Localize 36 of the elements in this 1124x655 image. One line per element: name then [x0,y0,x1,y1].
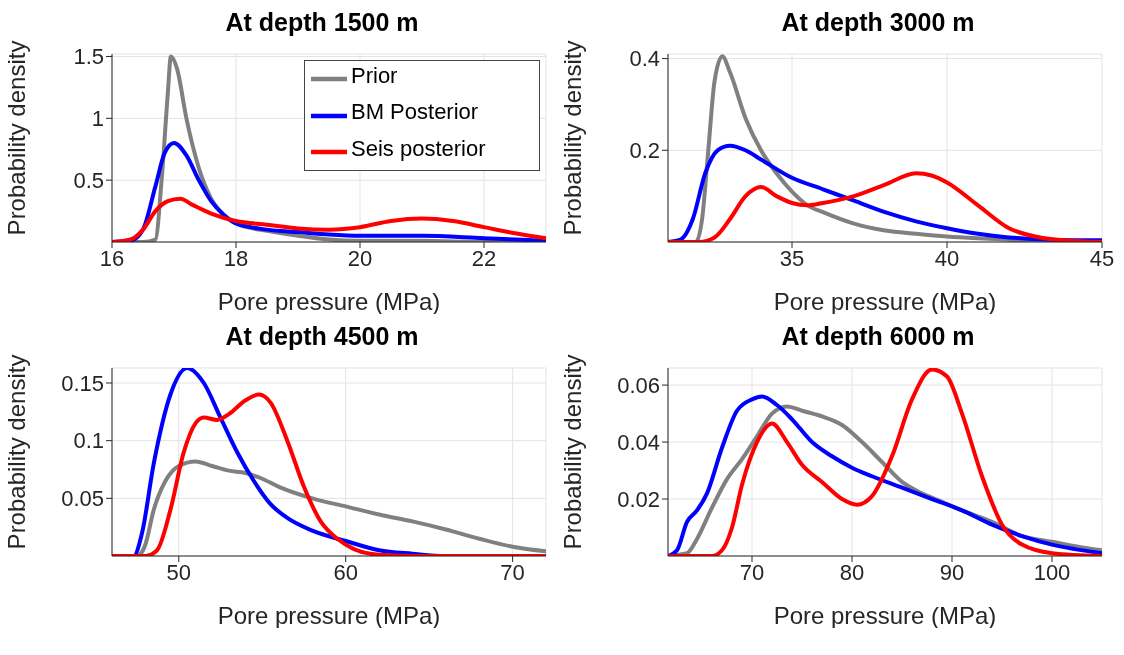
y-tick-label: 0.06 [617,372,660,398]
chart-title: At depth 6000 m [780,322,976,352]
y-tick-label: 1.5 [73,44,104,70]
x-tick-label: 100 [1033,559,1071,585]
x-tick-label: 70 [739,559,765,585]
x-tick-label: 60 [333,559,358,585]
x-tick-label: 50 [166,559,192,585]
legend-label: Seis posterior [351,135,486,161]
x-tick-label: 18 [223,245,249,271]
legend-label: Prior [351,63,398,88]
x-tick-label: 35 [779,245,805,271]
x-tick-label: 22 [471,245,497,271]
legend-label: BM Posterior [351,99,479,125]
x-tick-label: 20 [347,245,373,271]
x-tick-label: 70 [500,559,525,585]
y-tick-label: 0.04 [617,429,660,455]
y-axis-title: Probability density [2,40,30,236]
x-tick-label: 90 [939,559,965,585]
y-tick-label: 0.4 [629,46,660,72]
y-tick-label: 0.02 [617,486,660,512]
y-tick-label: 0.05 [61,486,104,512]
x-tick-label: 45 [1089,245,1115,271]
y-tick-label: 0.2 [629,138,660,164]
chart-title: At depth 3000 m [780,8,976,38]
y-axis-title: Probability density [558,354,586,550]
x-tick-label: 80 [839,559,865,585]
x-tick-label: 16 [99,245,125,271]
y-tick-label: 0.1 [73,428,104,454]
chart-title: At depth 4500 m [224,322,420,352]
y-tick-label: 0.5 [73,167,104,193]
chart-title: At depth 1500 m [224,8,420,38]
y-axis-title: Probability density [558,40,586,236]
y-tick-label: 0.15 [61,370,104,396]
y-axis-title: Probability density [2,354,30,550]
y-tick-label: 1 [91,106,104,132]
x-tick-label: 40 [934,245,960,271]
